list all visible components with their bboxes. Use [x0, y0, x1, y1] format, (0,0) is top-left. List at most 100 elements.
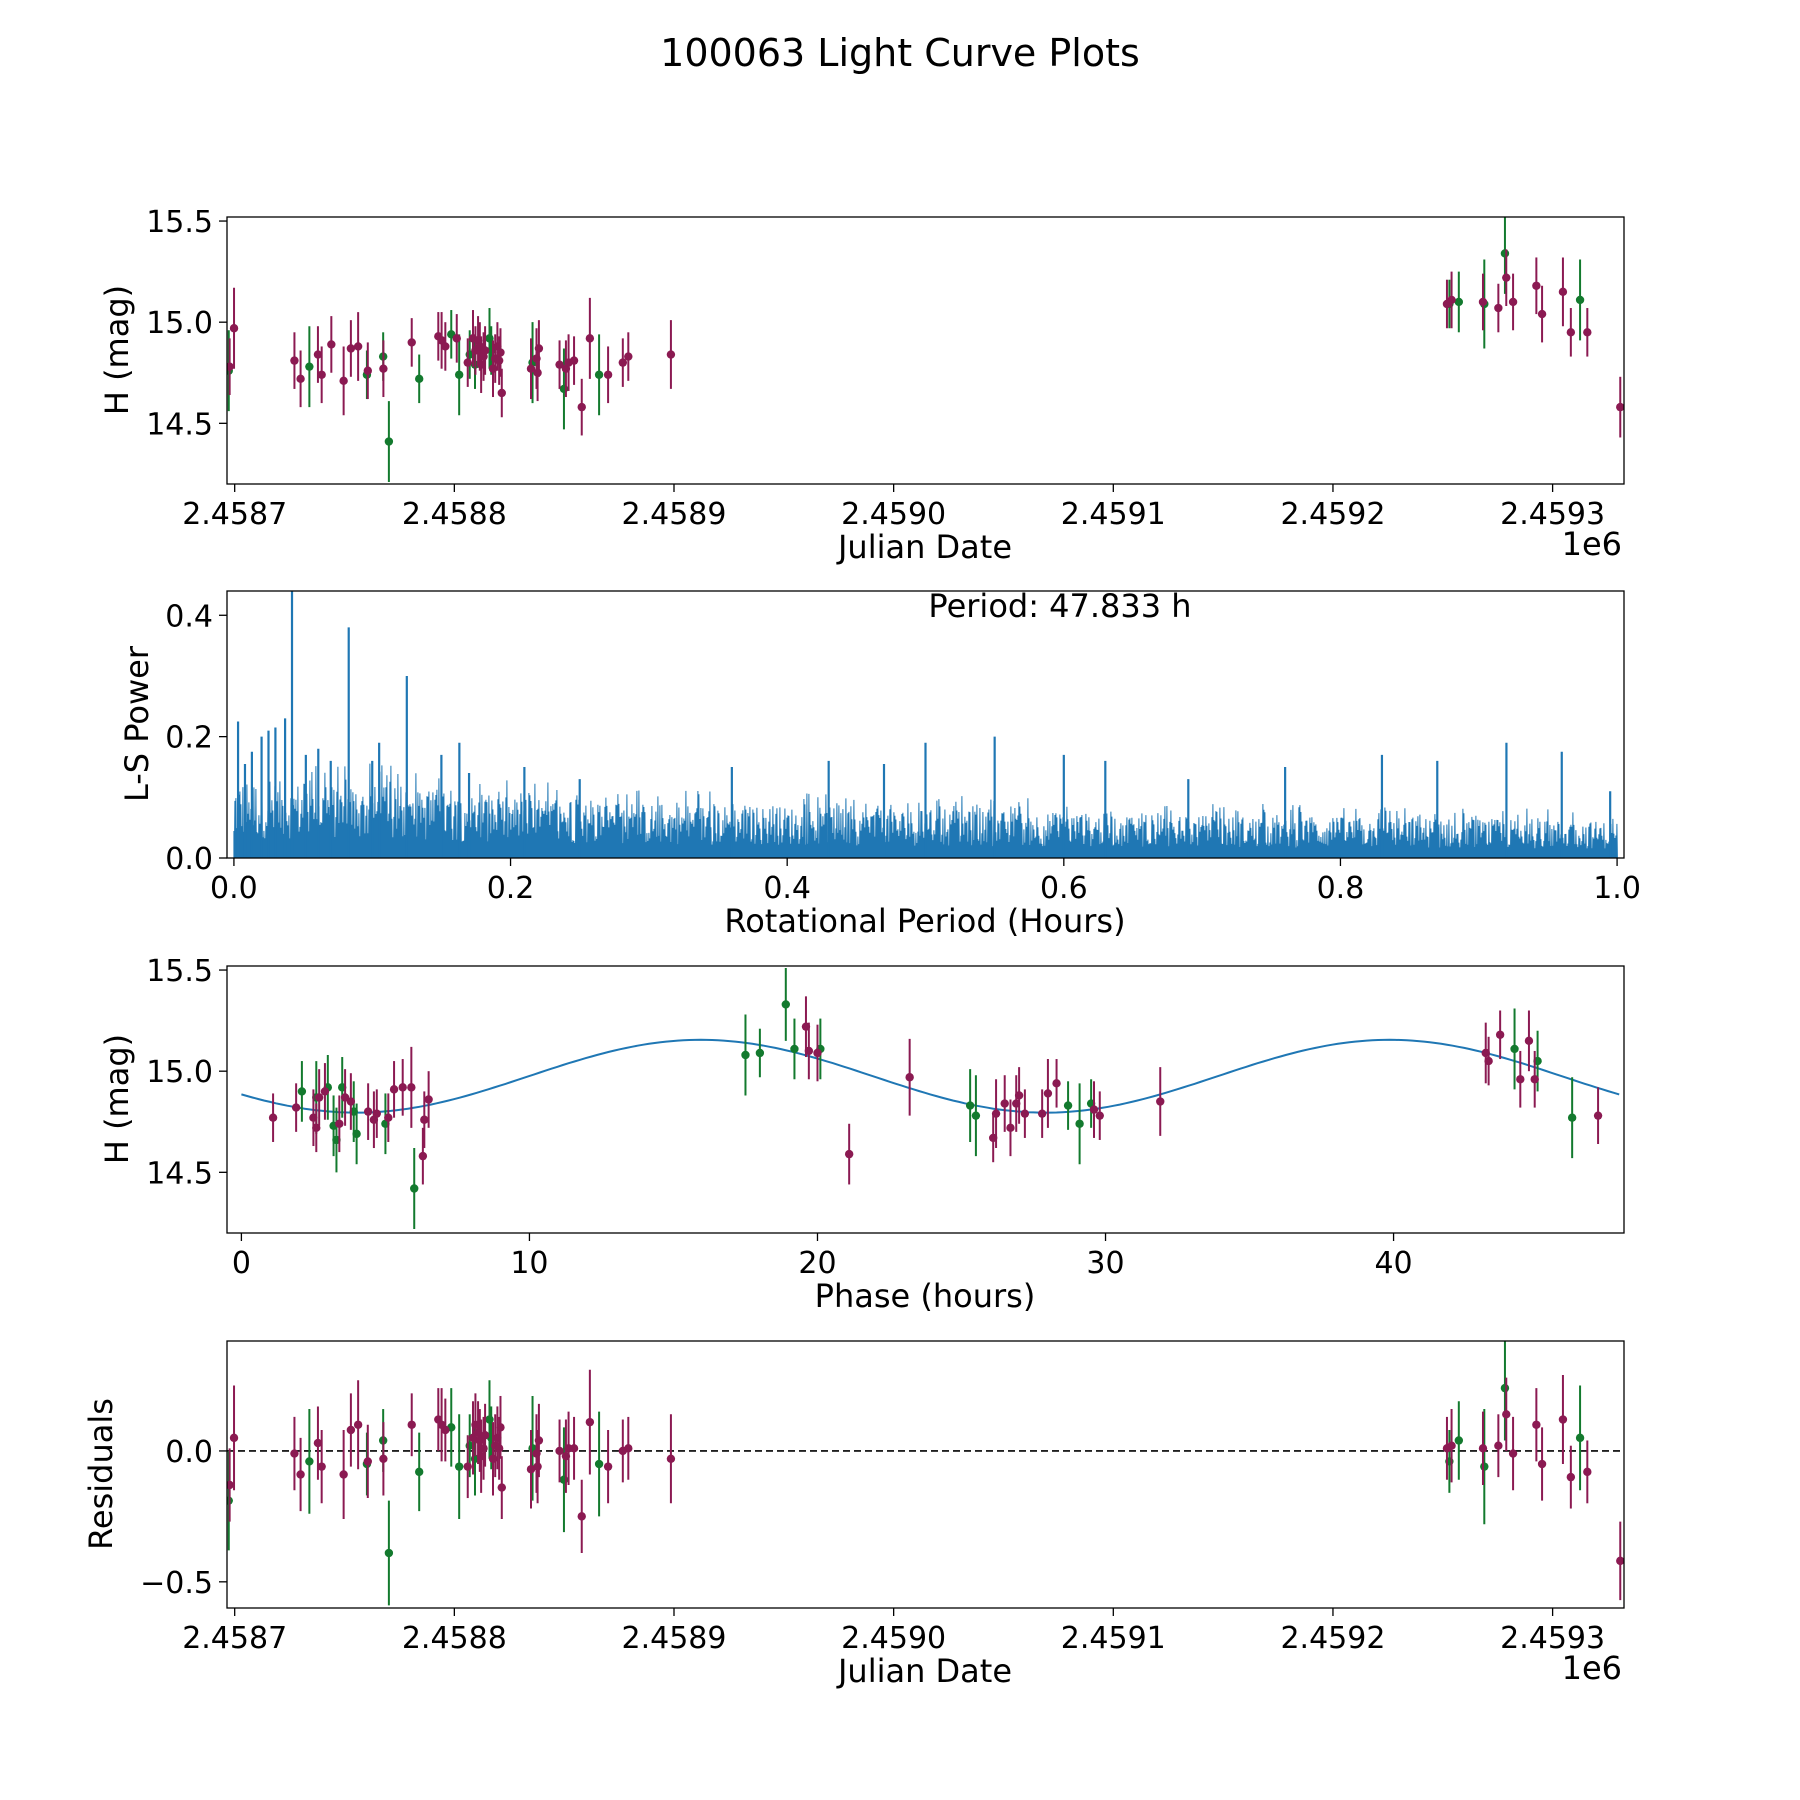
data-point: [353, 1420, 363, 1429]
data-point: [991, 1109, 1001, 1118]
periodogram-panel: 0.0 0.2 0.4 0.6 0.8 1.0 0.0 0.2 0.4 Period: 47.8…: [118, 587, 1641, 940]
data-point: [1494, 1441, 1503, 1450]
x-tick-label: 0.0: [210, 871, 258, 906]
data-point: [1508, 297, 1518, 307]
phased-curve-axes: 0 10 20 30 40 14.5 15.0 15.5: [146, 954, 1412, 1281]
y-tick-label: 0.0: [165, 842, 213, 877]
light-curve-axes: 2.4587 2.4588 2.4589 2.4590 2.4591 2.4592 2.45…: [146, 205, 1605, 532]
data-point: [291, 1103, 301, 1112]
data-point: [594, 1459, 604, 1469]
data-point: [454, 1462, 464, 1471]
light-curve-panel: 2.4587 2.4588 2.4589 2.4590 2.4591 2.4592 2.45…: [98, 205, 1625, 566]
data-point: [418, 1151, 428, 1161]
data-point: [1583, 328, 1592, 337]
data-point: [497, 388, 506, 398]
y-tick-label: 0.4: [165, 599, 213, 634]
data-point: [384, 1548, 394, 1558]
periodogram-axes: 0.0 0.2 0.4 0.6 0.8 1.0 0.0 0.2 0.4: [165, 599, 1641, 906]
data-point: [1567, 1113, 1577, 1122]
periodogram-frame: [226, 590, 1625, 859]
data-point: [585, 334, 595, 343]
data-point: [229, 1433, 239, 1443]
data-point: [533, 1462, 542, 1471]
periodogram-xlabel: Rotational Period (Hours): [724, 902, 1125, 940]
x-tick-label: 0.4: [763, 871, 811, 906]
data-point: [227, 1480, 234, 1490]
data-point: [1447, 295, 1456, 305]
data-point: [1616, 402, 1624, 412]
data-point: [555, 1446, 564, 1456]
x-tick-label: 2.4587: [182, 497, 287, 532]
data-point: [813, 1048, 822, 1058]
data-point: [346, 1425, 356, 1435]
data-point: [1566, 1472, 1576, 1482]
data-point: [353, 342, 363, 351]
x-tick-label: 0.6: [1040, 871, 1088, 906]
data-point: [1502, 273, 1511, 282]
data-point: [414, 374, 424, 384]
data-point: [1524, 1036, 1534, 1046]
x-tick-label: 0: [232, 1246, 251, 1281]
data-point: [1593, 1111, 1603, 1120]
data-point: [1583, 1467, 1592, 1477]
data-point: [1537, 309, 1547, 319]
data-point: [480, 346, 490, 355]
data-point: [437, 336, 446, 345]
data-point: [305, 1457, 314, 1466]
data-point: [1516, 1075, 1525, 1084]
x-tick-label: 2.4591: [1061, 497, 1166, 532]
x-tick-label: 0.8: [1317, 871, 1365, 906]
data-point: [594, 370, 604, 379]
data-point: [534, 1436, 544, 1445]
data-point: [496, 348, 505, 357]
data-point: [1510, 1044, 1519, 1054]
data-point: [496, 1423, 505, 1432]
data-point: [479, 1444, 488, 1453]
data-point: [454, 370, 464, 379]
data-point: [424, 1095, 433, 1104]
data-point: [290, 1449, 299, 1458]
data-point: [1532, 281, 1541, 290]
phased-curve-points: [241, 968, 1620, 1229]
x-tick-label: 2.4592: [1280, 497, 1385, 532]
y-tick-label: −0.5: [140, 1566, 213, 1601]
data-point: [1447, 1441, 1456, 1450]
data-point: [603, 370, 613, 379]
data-point: [1500, 249, 1510, 258]
data-point: [1494, 303, 1503, 313]
residuals-frame: [226, 1340, 1625, 1609]
data-point: [624, 1444, 633, 1453]
figure-title: 100063 Light Curve Plots: [660, 31, 1140, 75]
data-point: [494, 356, 504, 365]
y-tick-label: 14.5: [146, 1156, 213, 1191]
x-tick-label: 10: [510, 1246, 548, 1281]
data-point: [1454, 297, 1464, 307]
periodogram-ylabel: L-S Power: [118, 645, 156, 802]
data-point: [363, 366, 372, 375]
x-tick-label: 2.4593: [1500, 1621, 1605, 1656]
phased-curve-frame: [226, 965, 1625, 1234]
residuals-offset-label: 1e6: [1562, 1649, 1622, 1687]
x-tick-label: 2.4589: [622, 1621, 727, 1656]
data-point: [313, 350, 323, 359]
data-point: [1575, 295, 1585, 305]
data-point: [268, 1113, 278, 1122]
x-tick-label: 2.4587: [182, 1621, 287, 1656]
data-point: [1537, 1459, 1547, 1469]
x-tick-label: 0.2: [487, 871, 535, 906]
data-point: [585, 1417, 595, 1427]
residuals-ylabel: Residuals: [82, 1398, 120, 1550]
data-point: [1495, 1030, 1505, 1039]
x-tick-label: 2.4589: [622, 497, 727, 532]
data-point: [1063, 1101, 1073, 1110]
data-point: [441, 342, 450, 351]
x-tick-label: 40: [1374, 1246, 1412, 1281]
data-point: [781, 1000, 790, 1009]
data-point: [296, 1470, 305, 1479]
data-point: [555, 360, 564, 369]
data-point: [1478, 297, 1488, 307]
data-point: [494, 1444, 504, 1453]
data-point: [346, 1097, 356, 1106]
data-point: [313, 1438, 323, 1448]
